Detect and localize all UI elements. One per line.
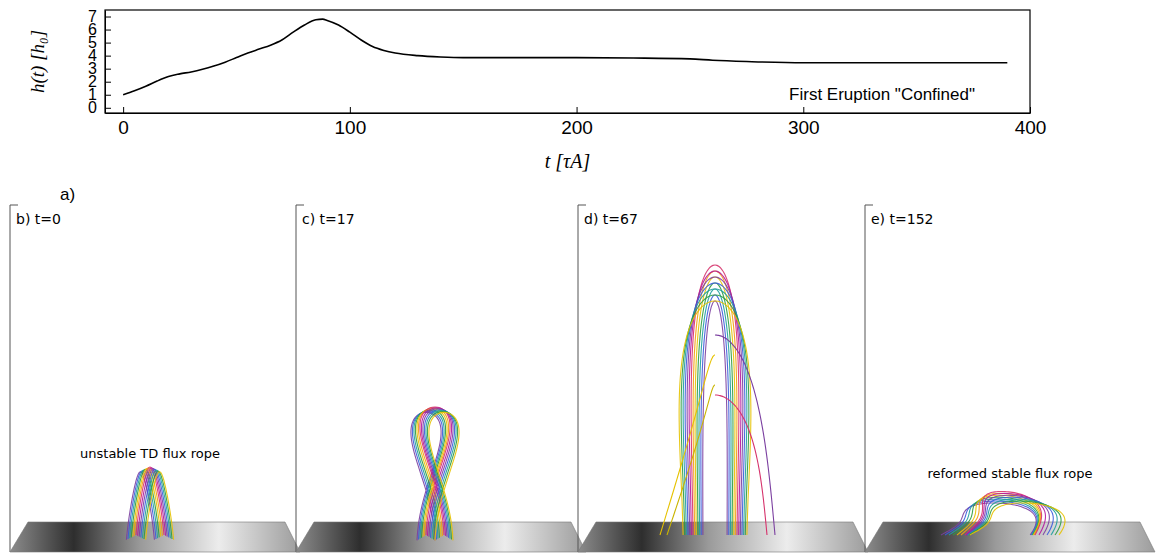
x-tick-mark — [123, 107, 124, 113]
panel-bracket — [10, 205, 18, 552]
x-tick: 300 — [788, 107, 820, 138]
x-tick-label: 400 — [1015, 117, 1047, 138]
y-axis: 01234567 — [88, 8, 111, 116]
x-axis-line — [106, 113, 1031, 114]
flux-rope-strand — [691, 265, 739, 535]
flux-rope — [411, 407, 459, 540]
rope-panel: d) t=67 — [578, 205, 868, 552]
x-tick-label: 300 — [788, 117, 820, 138]
flux-rope-strand — [427, 412, 457, 540]
x-tick: 100 — [335, 107, 367, 138]
height-curve — [123, 19, 1007, 95]
y-axis-line — [105, 11, 106, 114]
flux-rope-strand — [695, 277, 735, 535]
panel-bracket — [865, 205, 873, 552]
flux-rope-strand — [426, 411, 456, 539]
flux-rope-strand — [429, 412, 459, 540]
flux-rope — [660, 265, 775, 535]
flux-rope-strand — [699, 289, 731, 535]
photosphere-plane — [296, 522, 586, 552]
panel-label: d) t=67 — [584, 211, 638, 227]
field-line — [660, 355, 715, 535]
flux-rope-strand — [703, 301, 727, 535]
panel-label: e) t=152 — [871, 211, 933, 227]
flux-rope-strand — [146, 472, 174, 540]
y-tick: 7 — [88, 8, 111, 25]
y-tick-mark — [105, 69, 111, 70]
panel-label: c) t=17 — [302, 211, 355, 227]
flux-rope — [126, 467, 173, 540]
flux-rope-strand — [697, 283, 733, 535]
flux-rope-strand — [144, 471, 172, 539]
x-tick-label: 200 — [561, 117, 593, 138]
photosphere-plane — [578, 522, 868, 552]
x-tick-mark — [803, 107, 804, 113]
y-tick-label: 7 — [88, 8, 97, 25]
flux-rope-strand — [683, 289, 747, 535]
x-tick-mark — [1030, 107, 1031, 113]
y-axis-title: h(t) [h₀] — [27, 30, 49, 93]
flux-rope-strand — [949, 499, 1038, 535]
x-tick: 0 — [118, 107, 129, 138]
field-line — [715, 335, 775, 535]
x-tick-mark — [577, 107, 578, 113]
panel-letter: a) — [60, 185, 75, 204]
photosphere-plane — [865, 522, 1155, 552]
y-tick-mark — [105, 17, 111, 18]
figure: 0 100 200 300 400 01234567 h(t) [h₀] t [τA] Firs… — [0, 0, 1159, 554]
field-line — [667, 385, 715, 535]
flux-rope-strand — [970, 503, 1065, 535]
x-tick-label: 100 — [335, 117, 367, 138]
x-tick-label: 0 — [118, 117, 129, 138]
flux-rope-strand — [679, 301, 751, 535]
flux-rope — [941, 491, 1065, 535]
rope-panel: b) t=0 unstable TD flux rope — [10, 205, 300, 552]
y-tick-mark — [105, 95, 111, 96]
plot-area — [123, 19, 1007, 95]
panel-caption: unstable TD flux rope — [80, 446, 220, 461]
x-axis: 0 100 200 300 400 — [106, 107, 1047, 138]
flux-rope-strand — [693, 271, 737, 535]
panel-caption: reformed stable flux rope — [927, 466, 1092, 481]
field-line — [715, 395, 767, 535]
rope-panel: e) t=152 reformed stable flux rope — [865, 205, 1155, 552]
panel-label: b) t=0 — [16, 211, 61, 227]
x-tick-mark — [350, 107, 351, 113]
annotation: First Eruption "Confined" — [789, 85, 975, 104]
x-tick: 200 — [561, 107, 593, 138]
panel-bracket — [578, 205, 586, 552]
y-tick-mark — [105, 43, 111, 44]
plot-frame — [105, 10, 1030, 113]
flux-rope-strand — [681, 295, 749, 535]
y-tick-mark — [105, 56, 111, 57]
rope-panel: c) t=17 — [296, 205, 586, 552]
y-tick-mark — [105, 108, 111, 109]
y-tick-mark — [105, 82, 111, 83]
panel-bracket — [296, 205, 304, 552]
x-tick: 400 — [1015, 107, 1047, 138]
flux-rope-strand — [685, 283, 745, 535]
y-tick-mark — [105, 30, 111, 31]
x-axis-title: t [τA] — [545, 150, 591, 172]
